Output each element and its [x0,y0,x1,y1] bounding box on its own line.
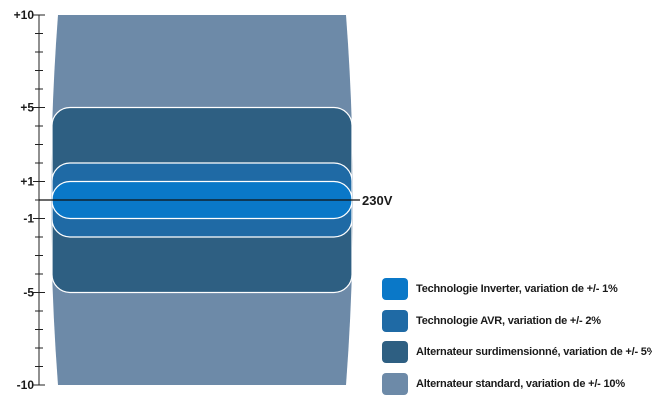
y-tick-label: -1 [23,212,34,226]
legend-item-surdimensionne: Alternateur surdimensionné, variation de… [382,341,652,363]
legend-label-inverter: Technologie Inverter, variation de +/- 1… [416,283,618,295]
legend-item-inverter: Technologie Inverter, variation de +/- 1… [382,278,650,300]
legend-swatch-standard [382,372,408,395]
legend-item-standard: Alternateur standard, variation de +/- 1… [382,372,650,395]
y-tick-label: +10 [14,8,35,22]
y-tick-label: -10 [17,378,35,392]
legend-item-avr: Technologie AVR, variation de +/- 2% [382,309,650,332]
legend-label-standard: Alternateur standard, variation de +/- 1… [416,377,625,390]
legend-label-avr: Technologie AVR, variation de +/- 2% [416,314,601,327]
legend-swatch-avr [382,309,408,332]
y-tick-label: +1 [20,175,34,189]
legend-label-surdimensionne: Alternateur surdimensionné, variation de… [416,346,652,358]
legend-swatch-surdimensionne [382,341,408,363]
voltage-variation-chart: +10 +5 +1 -1 -5 -10 230V [14,8,393,392]
legend: Technologie Inverter, variation de +/- 1… [382,278,652,404]
legend-swatch-inverter [382,278,408,300]
y-tick-label: +5 [20,101,34,115]
reference-line-label: 230V [362,193,393,208]
y-tick-label: -5 [23,286,34,300]
